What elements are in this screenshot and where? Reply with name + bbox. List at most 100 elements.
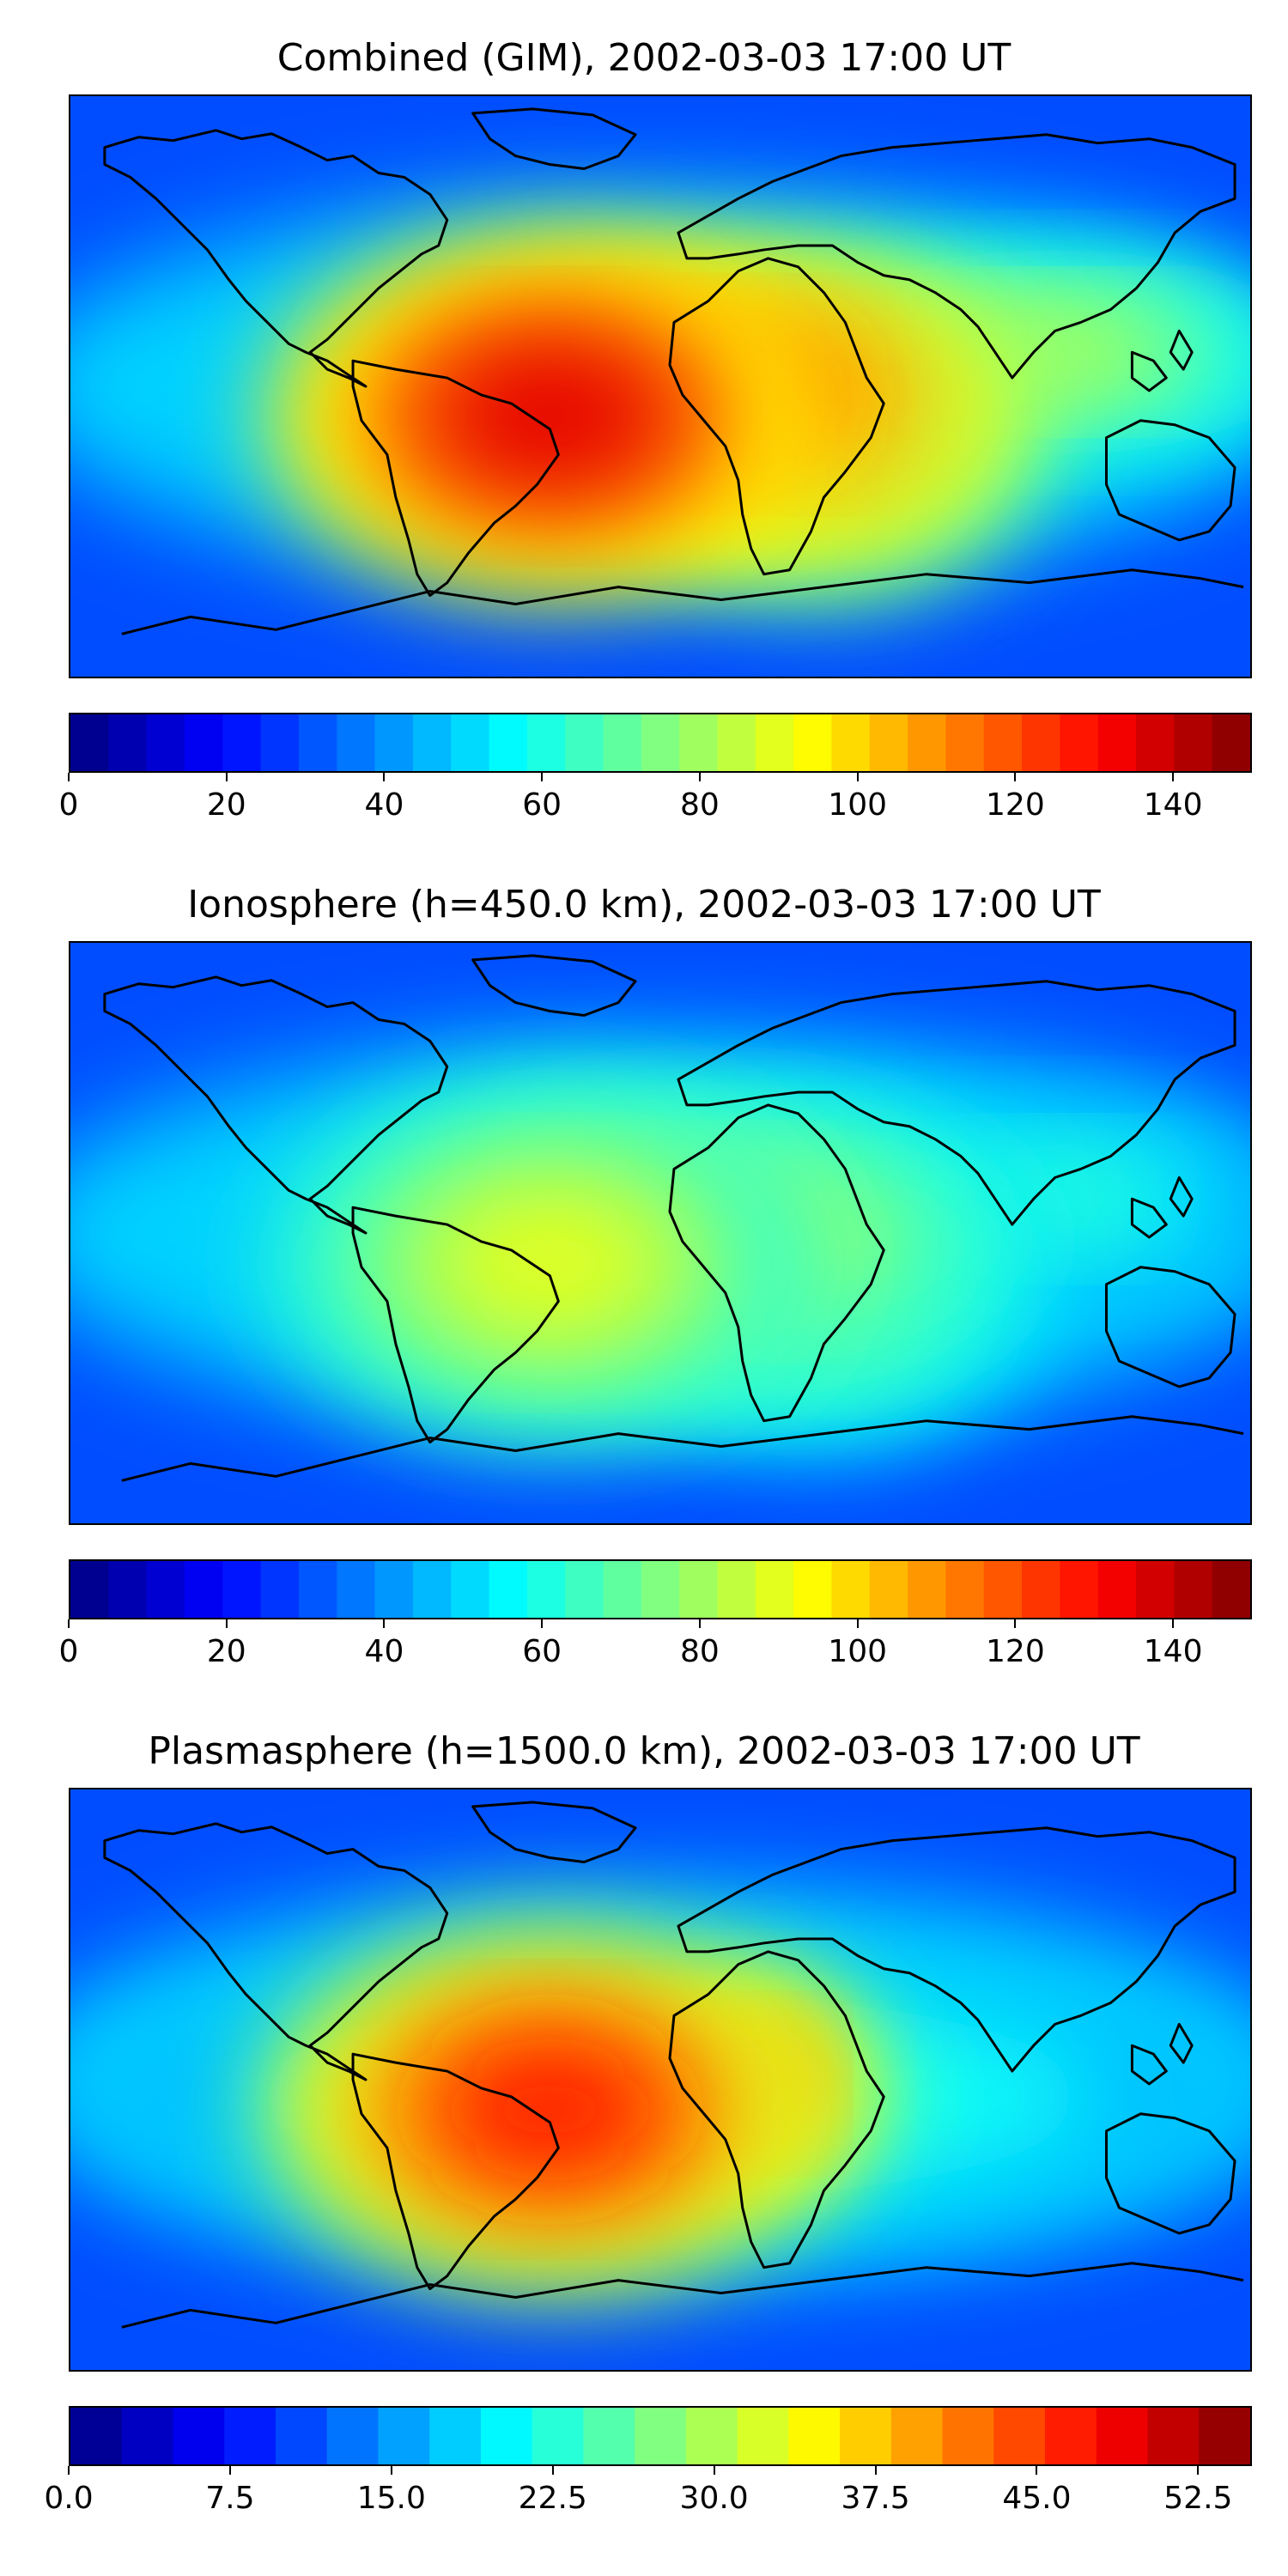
coastline-4 [677, 980, 1236, 1226]
coastline-4 [677, 133, 1236, 380]
colorbar-segment [374, 1561, 414, 1618]
colorbar-segment [451, 714, 490, 771]
colorbar-tick-label: 0 [58, 1634, 79, 1669]
colorbar-segment [489, 1561, 528, 1618]
colorbar-segment [945, 1561, 985, 1618]
coastline-3 [668, 1950, 885, 2269]
panel-title-plasmasphere: Plasmasphere (h=1500.0 km), 2002-03-03 1… [148, 1729, 1140, 1773]
colorbar-segment [173, 2408, 225, 2464]
map-combined [69, 94, 1252, 678]
colorbar-tick-label: 22.5 [518, 2481, 587, 2516]
colorbar-segment [942, 2408, 994, 2464]
colorbar-segment [1060, 714, 1099, 771]
colorbar-tick-label: 37.5 [841, 2481, 910, 2516]
colorbar-segment [1022, 714, 1061, 771]
colorbar-tick [228, 2466, 231, 2475]
colorbar-segment [755, 1561, 794, 1618]
colorbar-segment [184, 1561, 223, 1618]
coastline-3 [668, 1103, 885, 1423]
colorbar-tick [713, 2466, 715, 2475]
coastline-5 [1104, 2112, 1236, 2235]
colorbar-segment [108, 1561, 148, 1618]
colorbar-segment [831, 714, 871, 771]
field-south-america-layer-2 [431, 1188, 669, 1339]
coastline-1 [351, 2052, 560, 2291]
colorbar-segment [526, 714, 566, 771]
colorbar-ionosphere [69, 1559, 1252, 1619]
colorbar-segment [70, 2408, 123, 2464]
colorbar-segment [1199, 2408, 1250, 2464]
colorbar-segment [121, 2408, 174, 2464]
map-field [70, 1789, 1250, 2370]
colorbar-segment [260, 1561, 300, 1618]
colorbar-segment [788, 2408, 841, 2464]
colorbar-tick [856, 773, 859, 781]
colorbar-segment [737, 2408, 790, 2464]
colorbar-segment [890, 2408, 944, 2464]
colorbar-segment [983, 1561, 1023, 1618]
colorbar-tick-label: 80 [680, 787, 720, 823]
colorbar-segment [108, 714, 148, 771]
colorbar-segment [565, 714, 605, 771]
colorbar-segment [1212, 714, 1250, 771]
colorbar-segment [831, 1561, 871, 1618]
colorbar-segment [526, 1561, 566, 1618]
colorbar-tick [1172, 773, 1175, 781]
colorbar-segment [635, 2408, 687, 2464]
colorbar-segment [70, 714, 110, 771]
colorbar-segment [326, 2408, 380, 2464]
colorbar-segment [275, 2408, 328, 2464]
colorbar-tick-label: 15.0 [356, 2481, 426, 2516]
colorbar-segment [1136, 1561, 1176, 1618]
colorbar-tick-label: 140 [1143, 787, 1203, 823]
colorbar-segment [679, 714, 719, 771]
coastline-0 [103, 129, 449, 388]
colorbar-tick [225, 773, 228, 781]
coastline-2 [471, 954, 637, 1017]
colorbar-segment [222, 714, 262, 771]
map-field [70, 96, 1250, 677]
colorbar-segment [869, 714, 908, 771]
colorbar-tick [383, 773, 386, 781]
colorbar-segment [1212, 1561, 1250, 1618]
coastline-8 [121, 1415, 1244, 1482]
colorbar-segment [1147, 2408, 1200, 2464]
colorbar-segment [1096, 2408, 1149, 2464]
field-south-america-layer-2 [431, 341, 669, 492]
colorbar-segment [298, 714, 337, 771]
colorbar-combined [69, 713, 1252, 773]
map-plasmasphere [69, 1788, 1252, 2372]
colorbar-segment [641, 1561, 680, 1618]
coastline-5 [1104, 1266, 1236, 1388]
colorbar-segment [755, 714, 794, 771]
colorbar-tick-label: 120 [986, 787, 1045, 823]
coastline-6 [1130, 350, 1168, 392]
colorbar-segment [337, 714, 376, 771]
colorbar-tick [68, 2466, 70, 2475]
coastline-7 [1169, 1176, 1194, 1218]
colorbar-tick [856, 1619, 859, 1628]
colorbar-segment [983, 714, 1023, 771]
colorbar-tick-label: 120 [986, 1634, 1045, 1669]
coastline-7 [1169, 2022, 1194, 2064]
colorbar-tick-label: 100 [828, 787, 888, 823]
colorbar-segment [908, 714, 947, 771]
colorbar-tick [541, 773, 544, 781]
colorbar-segment [993, 2408, 1046, 2464]
panel-title-ionosphere: Ionosphere (h=450.0 km), 2002-03-03 17:0… [187, 883, 1101, 927]
colorbar-tick-label: 140 [1143, 1634, 1203, 1669]
colorbar-segment [603, 1561, 642, 1618]
colorbar-segment [70, 1561, 110, 1618]
colorbar-tick-label: 20 [206, 787, 246, 823]
colorbar-segment [298, 1561, 337, 1618]
colorbar-segment [337, 1561, 376, 1618]
colorbar-tick-label: 45.0 [1002, 2481, 1072, 2516]
colorbar-ticks-combined: 0 20 40 60 80 100 120 140 [59, 773, 1252, 824]
coastline-1 [351, 1206, 560, 1444]
coastline-0 [103, 975, 449, 1235]
colorbar-segment [1045, 2408, 1097, 2464]
colorbar-segment [641, 714, 680, 771]
colorbar-tick-label: 20 [206, 1634, 246, 1669]
coastline-5 [1104, 419, 1236, 542]
colorbar-segment [412, 714, 452, 771]
